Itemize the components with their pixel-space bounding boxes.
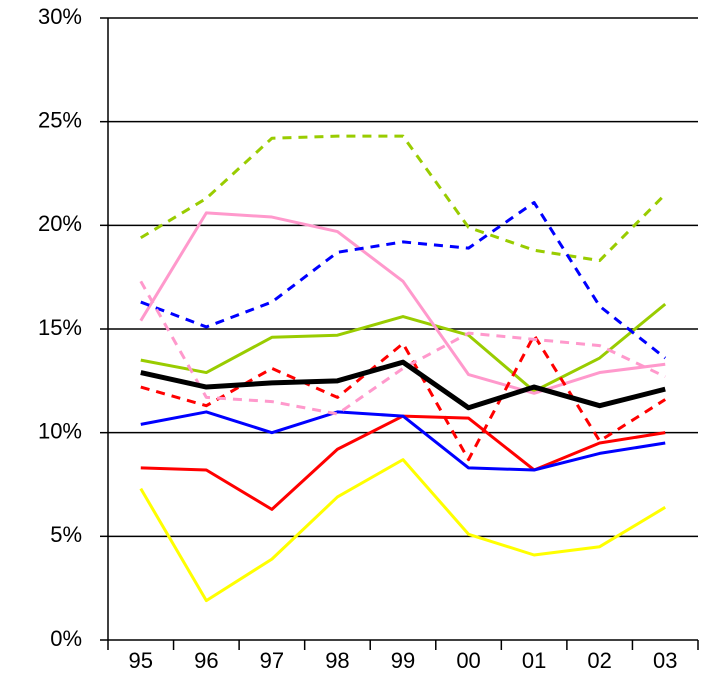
y-tick-label: 0% [50, 626, 82, 651]
series-line [139, 280, 666, 416]
x-tick-label: 97 [260, 648, 284, 673]
series-line [140, 410, 666, 472]
y-tick-label: 20% [38, 211, 82, 236]
y-tick-label: 5% [50, 522, 82, 547]
series-line [140, 302, 667, 393]
x-tick-label: 02 [587, 648, 611, 673]
series-line [139, 211, 666, 395]
series-line [140, 414, 666, 511]
x-tick-label: 99 [391, 648, 415, 673]
y-tick-label: 10% [38, 418, 82, 443]
x-tick-label: 95 [129, 648, 153, 673]
series-line [140, 333, 667, 462]
series-line [140, 134, 667, 263]
y-tick-label: 30% [38, 4, 82, 29]
x-tick-label: 03 [653, 648, 677, 673]
x-tick-label: 98 [325, 648, 349, 673]
x-tick-label: 01 [522, 648, 546, 673]
y-tick-label: 15% [38, 315, 82, 340]
series-line [140, 359, 666, 411]
series-line [140, 201, 667, 360]
y-tick-label: 25% [38, 107, 82, 132]
series-line [139, 458, 666, 603]
x-tick-label: 00 [456, 648, 480, 673]
x-tick-label: 96 [194, 648, 218, 673]
